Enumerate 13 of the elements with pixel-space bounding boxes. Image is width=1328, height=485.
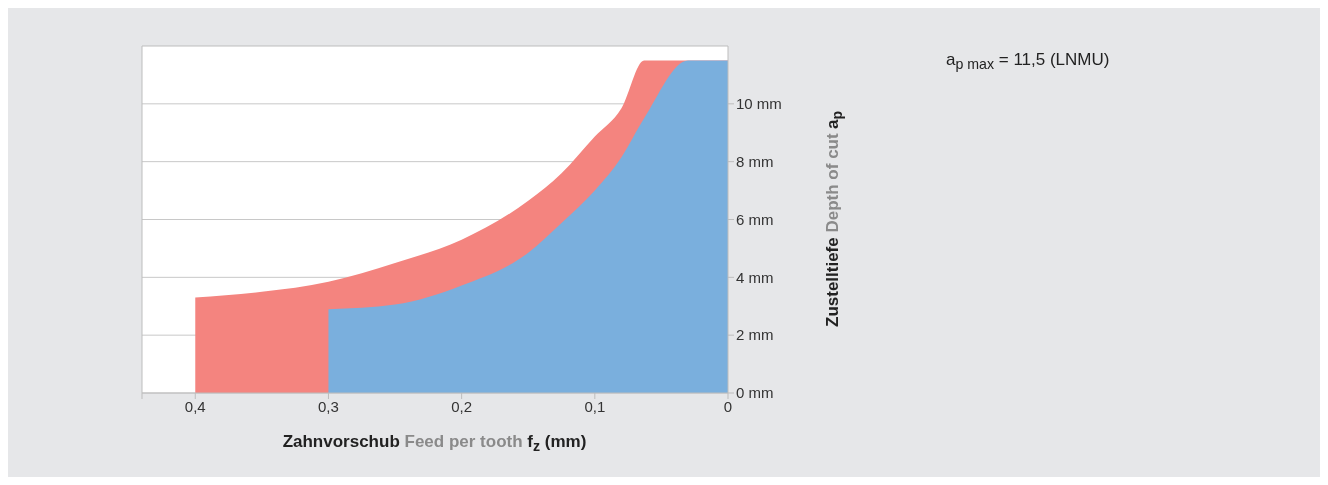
y-tick-label: 0 mm <box>736 384 774 402</box>
y-tick-label: 6 mm <box>736 210 774 228</box>
x-tick-label: 0,3 <box>318 397 339 415</box>
x-tick-label: 0,2 <box>451 397 473 415</box>
y-tick-label: 10 mm <box>736 95 782 113</box>
x-tick-label: 0,4 <box>184 397 206 415</box>
y-tick-label: 4 mm <box>736 268 774 286</box>
x-tick-label: 0 <box>723 397 733 415</box>
x-tick-label: 0,1 <box>584 397 606 415</box>
text: a$_{p max}$ = 11,5 (LNMU) <box>946 50 1110 73</box>
x-axis-title: Zahnvorschub Feed per tooth f$_{z}$ (mm) <box>282 432 587 455</box>
y-tick-label: 2 mm <box>736 326 774 344</box>
y-tick-label: 8 mm <box>736 152 774 170</box>
